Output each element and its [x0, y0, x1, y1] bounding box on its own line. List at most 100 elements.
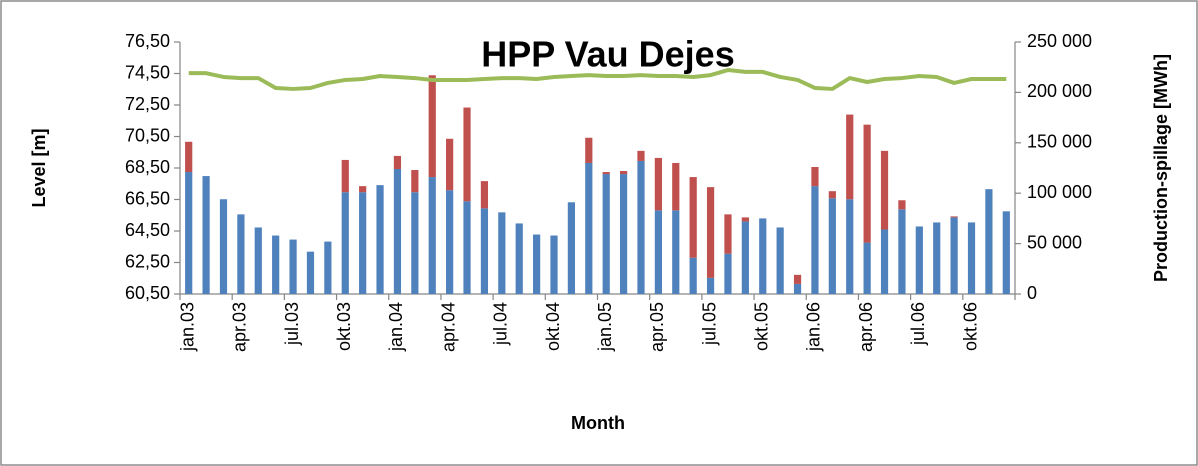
- bar: [428, 75, 436, 178]
- bar: [880, 150, 889, 230]
- bar: [793, 283, 802, 294]
- bar: [585, 137, 593, 163]
- x-tick-label: jan.06: [804, 302, 824, 352]
- bar: [202, 176, 210, 294]
- bar: [289, 239, 297, 294]
- bar: [237, 214, 245, 294]
- x-tick-label: jan.04: [386, 302, 406, 352]
- bar: [776, 227, 784, 294]
- y2-tick-label: 0: [1027, 283, 1037, 303]
- bar: [359, 186, 367, 193]
- bar: [672, 162, 680, 211]
- y-axis-title: Level [m]: [29, 128, 49, 207]
- y2-tick-label: 150 000: [1027, 132, 1092, 152]
- bar: [654, 210, 662, 294]
- bar: [689, 257, 697, 294]
- bar: [411, 170, 419, 193]
- x-tick-label: apr.06: [856, 302, 876, 352]
- bar: [393, 155, 402, 170]
- y2-tick-label: 250 000: [1027, 31, 1092, 51]
- y-tick-label: 68,50: [125, 157, 170, 177]
- x-tick-label: apr.03: [230, 302, 250, 352]
- bar: [741, 217, 749, 222]
- bar: [393, 169, 402, 294]
- bar: [672, 210, 680, 294]
- bar: [324, 241, 332, 294]
- y-tick-label: 70,50: [125, 125, 170, 145]
- y2-tick-label: 200 000: [1027, 81, 1092, 101]
- bar: [689, 177, 697, 258]
- x-tick-label: jan.05: [595, 302, 615, 352]
- bar: [463, 201, 471, 294]
- bar: [219, 199, 228, 294]
- y-tick-label: 64,50: [125, 220, 170, 240]
- bar: [637, 150, 645, 161]
- bar: [706, 187, 715, 278]
- bar: [550, 235, 558, 294]
- bar: [480, 208, 489, 294]
- bar: [446, 138, 454, 191]
- bar: [602, 174, 610, 294]
- bar: [585, 162, 593, 294]
- bar: [341, 159, 349, 193]
- x-tick-label: jul.04: [491, 302, 511, 346]
- y2-axis-title: Production-spillage [MWh]: [1151, 54, 1171, 282]
- y-tick-label: 76,50: [125, 31, 170, 51]
- x-tick-label: jul.06: [908, 302, 928, 346]
- bar: [359, 192, 367, 294]
- y-tick-label: 62,50: [125, 251, 170, 271]
- bar: [950, 216, 958, 218]
- bar: [411, 192, 419, 294]
- bar: [759, 218, 767, 294]
- bar: [1002, 211, 1010, 294]
- bar: [376, 185, 384, 294]
- bar: [811, 186, 819, 294]
- bar: [863, 124, 871, 243]
- y-tick-label: 74,50: [125, 62, 170, 82]
- bar: [915, 226, 923, 294]
- bar: [341, 192, 349, 294]
- y-tick-label: 66,50: [125, 188, 170, 208]
- bar: [480, 181, 489, 209]
- bar: [741, 221, 749, 294]
- y2-tick-label: 100 000: [1027, 182, 1092, 202]
- x-tick-label: jul.03: [282, 302, 302, 346]
- bar: [272, 235, 280, 294]
- bar: [863, 242, 871, 294]
- bar: [793, 274, 802, 284]
- bar: [619, 171, 628, 175]
- bar: [446, 190, 454, 294]
- bar: [185, 141, 193, 173]
- bar: [515, 223, 523, 294]
- bar: [254, 227, 262, 294]
- x-tick-label: okt.06: [960, 302, 980, 351]
- bar: [846, 114, 854, 200]
- bar: [950, 217, 958, 294]
- bar: [985, 189, 993, 294]
- x-tick-label: apr.04: [438, 302, 458, 352]
- bar: [811, 166, 819, 187]
- bar: [724, 214, 732, 254]
- x-tick-label: okt.04: [543, 302, 563, 351]
- chart-title: HPP Vau Dejes: [481, 34, 734, 75]
- bar: [898, 209, 906, 294]
- bar: [654, 157, 662, 211]
- bar: [898, 200, 906, 210]
- x-axis-title: Month: [571, 413, 625, 433]
- x-tick-label: apr.05: [647, 302, 667, 352]
- y2-tick-label: 50 000: [1027, 232, 1082, 252]
- bar: [828, 198, 836, 294]
- bar: [706, 277, 715, 294]
- x-tick-label: okt.03: [334, 302, 354, 351]
- bar: [637, 160, 645, 294]
- bar: [828, 191, 836, 199]
- y-tick-label: 60,50: [125, 283, 170, 303]
- bar: [567, 202, 576, 294]
- x-tick-label: jan.03: [177, 302, 197, 352]
- bar: [880, 229, 889, 294]
- bar: [306, 251, 315, 294]
- bar: [185, 172, 193, 294]
- bar: [463, 107, 471, 202]
- x-tick-label: jul.05: [699, 302, 719, 346]
